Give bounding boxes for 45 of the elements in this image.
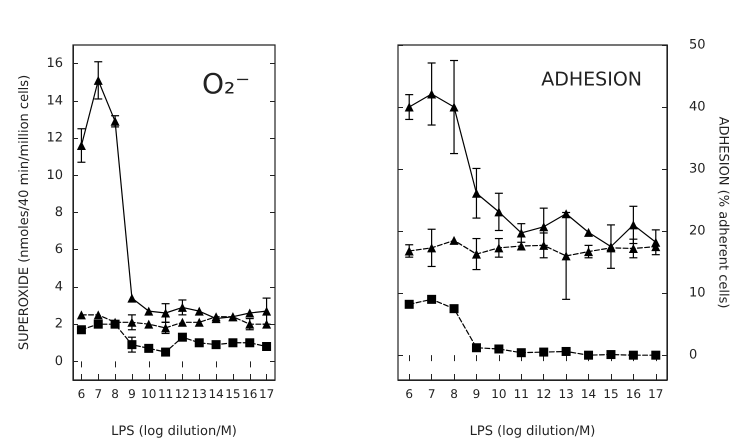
y-tick-label: 10 xyxy=(46,168,63,183)
x-tick-label: 7 xyxy=(428,387,436,401)
x-tick-label: 7 xyxy=(94,387,102,401)
y2-tick-label: 50 xyxy=(689,38,706,52)
y2-tick-label: 40 xyxy=(689,100,706,115)
x-tick-label: 15 xyxy=(225,387,241,401)
x-tick-label: 9 xyxy=(472,387,480,401)
annotation: O₂⁻ xyxy=(202,68,250,100)
x-tick-label: 17 xyxy=(258,387,274,401)
y-tick-label: 16 xyxy=(46,56,63,72)
y-axis-title: SUPEROXIDE (nmoles/40 min/million cells) xyxy=(17,74,32,350)
x-tick-label: 16 xyxy=(242,387,258,401)
x-tick-label: 14 xyxy=(208,387,224,401)
y2-tick-label: 20 xyxy=(689,224,706,239)
x-tick-label: 11 xyxy=(158,387,174,401)
y-tick-label: 0 xyxy=(54,354,63,369)
y2-tick-label: 30 xyxy=(689,162,706,177)
x-tick-label: 8 xyxy=(450,387,458,401)
y2-tick-label: 0 xyxy=(689,348,698,363)
x-tick-label: 9 xyxy=(128,387,136,401)
x-tick-label: 12 xyxy=(174,387,190,401)
x-tick-label: 10 xyxy=(491,387,507,401)
x-tick-label: 10 xyxy=(141,387,156,401)
x-tick-label: 16 xyxy=(626,387,642,401)
x-tick-label: 12 xyxy=(536,387,552,401)
x-tick-label: 11 xyxy=(514,387,529,401)
y-tick-label: 8 xyxy=(54,205,63,220)
x-tick-label: 17 xyxy=(648,387,664,401)
y-tick-label: 12 xyxy=(46,130,63,146)
y-tick-label: 4 xyxy=(54,279,63,294)
x-tick-label: 8 xyxy=(111,387,119,401)
x-tick-label: 14 xyxy=(580,387,596,401)
x-tick-label: 6 xyxy=(78,387,86,401)
y2-axis-title: ADHESION (% adherent cells) xyxy=(715,116,730,308)
y-tick-label: 6 xyxy=(54,242,63,258)
x-tick-label: 13 xyxy=(558,387,574,401)
x-tick-label: 15 xyxy=(603,387,619,401)
x-axis-title: LPS (log dilution/M) xyxy=(470,424,596,439)
x-tick-label: 13 xyxy=(192,387,207,401)
y2-tick-label: 10 xyxy=(689,286,706,301)
y-tick-label: 14 xyxy=(46,93,63,108)
y-tick-label: 2 xyxy=(54,316,63,332)
x-tick-label: 6 xyxy=(405,387,414,401)
annotation: ADHESION xyxy=(541,68,642,90)
x-axis-title: LPS (log dilution/M) xyxy=(111,424,237,439)
